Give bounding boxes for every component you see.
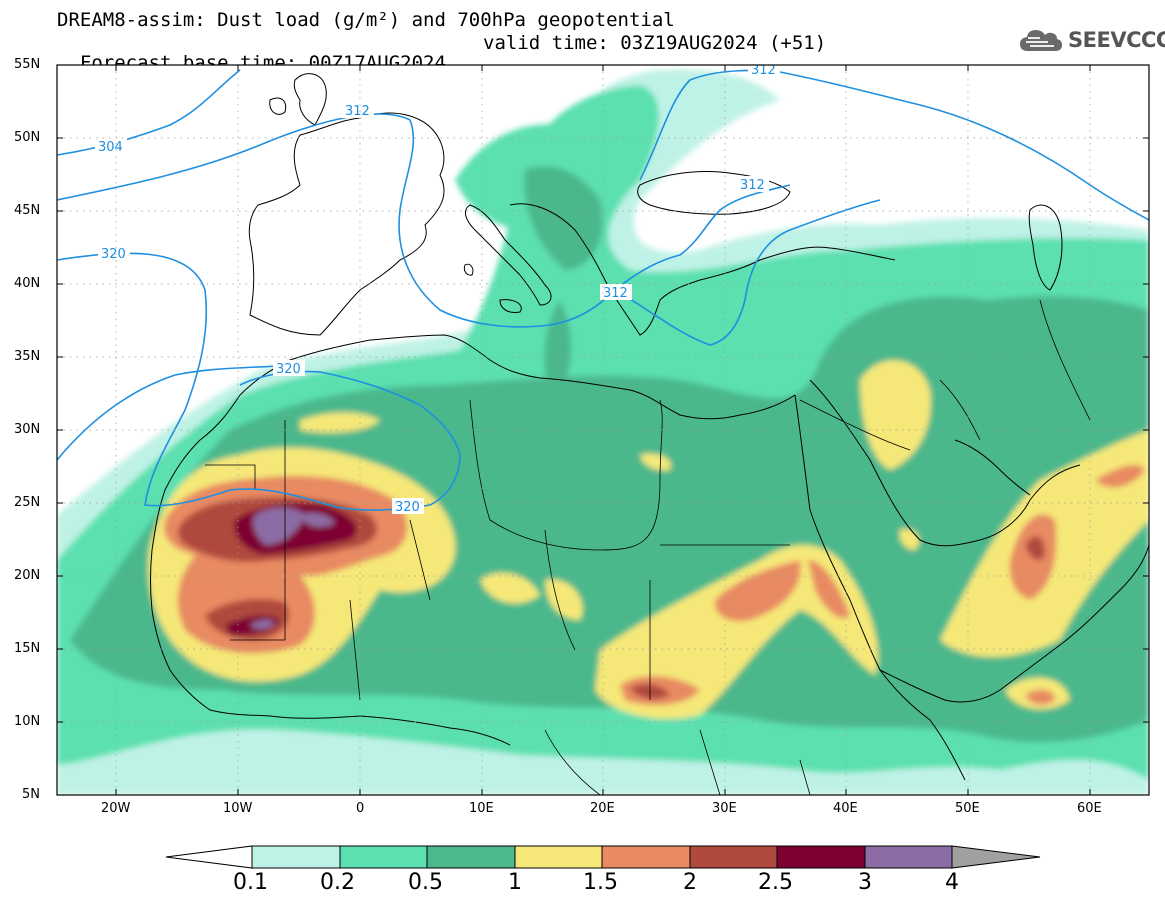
contour-320-south: [57, 365, 281, 461]
colorbar-label: 0.5: [408, 870, 443, 895]
lon-label: 60E: [1077, 801, 1102, 816]
lon-label: 20E: [590, 801, 615, 816]
lon-label: 10W: [223, 801, 253, 816]
colorbar-bin-4: [601, 845, 691, 869]
lon-label: 0: [356, 801, 365, 816]
lat-label: 5N: [22, 787, 40, 802]
colorbar-bin-7: [864, 845, 953, 869]
contour-label-312-c: 312: [740, 178, 765, 193]
colorbar-bin-5: [689, 845, 778, 869]
lon-label: 50E: [955, 801, 980, 816]
contour-label-320-c: 320: [395, 500, 420, 515]
lon-label: 10E: [469, 801, 494, 816]
graticule: [57, 65, 1149, 795]
lon-label: 20W: [101, 801, 131, 816]
colorbar-label: 2: [683, 870, 697, 895]
axis-ticks: [57, 64, 1149, 796]
lat-label: 25N: [14, 495, 41, 510]
colorbar-label: 4: [945, 870, 959, 895]
contour-312-east: [614, 199, 881, 346]
geopotential-contours: [57, 69, 1149, 511]
map-title: DREAM8-assim: Dust load (g/m²) and 700hP…: [57, 9, 675, 31]
colorbar-bin-3: [514, 845, 603, 869]
colorbar-bin-0: [251, 845, 341, 869]
colorbar-label: 1.5: [583, 870, 618, 895]
lon-label: 30E: [712, 801, 737, 816]
colorbar-under-triangle: [165, 845, 253, 869]
contour-label-320-a: 320: [101, 247, 126, 262]
contour-312-west: [57, 113, 791, 328]
colorbar-label: 0.2: [320, 870, 355, 895]
dust-level-7: [250, 507, 335, 630]
colorbar-label: 2.5: [758, 870, 793, 895]
colorbar-over-triangle: [951, 845, 1041, 869]
colorbar-bin-2: [426, 845, 516, 869]
colorbar: [165, 845, 1041, 869]
lat-label: 10N: [14, 714, 41, 729]
lat-label: 35N: [14, 349, 41, 364]
contour-label-312-d: 312: [603, 286, 628, 301]
contour-label-312-b: 312: [751, 63, 776, 78]
contour-304: [57, 69, 241, 156]
lat-label: 30N: [14, 422, 41, 437]
dust-fields: 304 312 312 312 312 320 320 320: [57, 63, 1149, 795]
contour-label-320-b: 320: [276, 362, 301, 377]
colorbar-label: 0.1: [233, 870, 268, 895]
contour-312-north: [639, 69, 1149, 221]
colorbar-bin-6: [776, 845, 866, 869]
contour-label-312-a: 312: [345, 104, 370, 119]
contour-320-west: [57, 252, 461, 511]
logo-text: SEEVCCC: [1068, 28, 1165, 52]
coastlines: [150, 73, 1149, 795]
contour-label-304: 304: [98, 140, 123, 155]
lat-label: 45N: [14, 203, 41, 218]
lat-label: 15N: [14, 641, 41, 656]
contour-labels: 304 312 312 312 312 320 320 320: [95, 63, 780, 515]
colorbar-label: 1: [508, 870, 522, 895]
lat-label: 20N: [14, 568, 41, 583]
cloud-icon: [1020, 30, 1062, 51]
colorbar-label: 3: [858, 870, 872, 895]
colorbar-bin-1: [339, 845, 428, 869]
lon-label: 40E: [833, 801, 858, 816]
lat-label: 40N: [14, 276, 41, 291]
lat-label: 50N: [14, 130, 41, 145]
seevccc-logo: SEEVCCC: [1018, 25, 1165, 55]
lat-label: 55N: [14, 57, 41, 72]
valid-time: valid time: 03Z19AUG2024 (+51): [483, 32, 827, 54]
